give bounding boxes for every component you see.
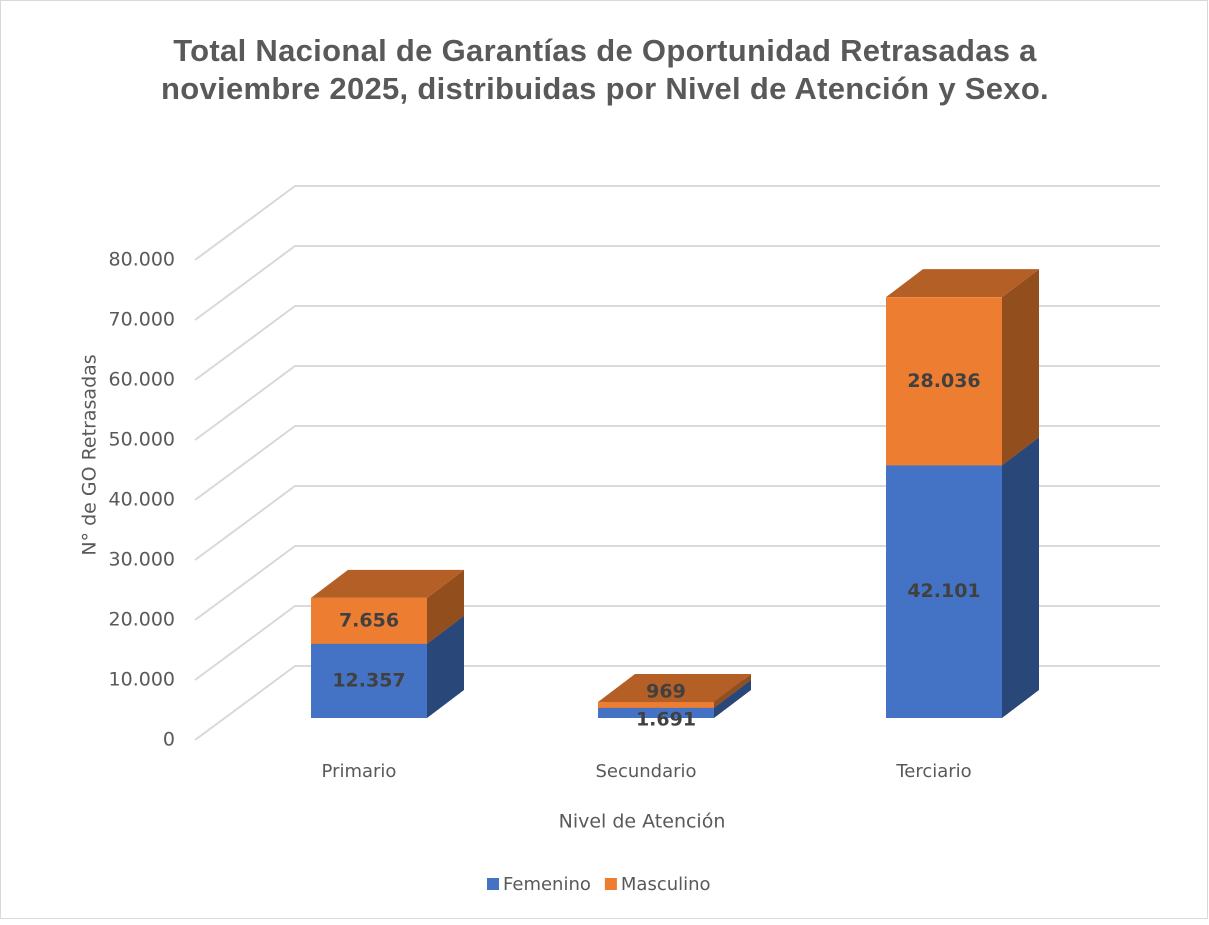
grid-line bbox=[194, 245, 1160, 321]
y-tick-label: 30.000 bbox=[109, 549, 175, 571]
grid-line bbox=[194, 545, 1160, 621]
bar-side bbox=[714, 679, 751, 718]
data-label: 7.656 bbox=[339, 609, 399, 631]
legend-label: Masculino bbox=[621, 874, 711, 895]
bar-top bbox=[886, 269, 1039, 298]
y-tick-label: 50.000 bbox=[109, 429, 175, 451]
grid-line bbox=[194, 425, 1160, 501]
grid-line bbox=[194, 485, 1160, 561]
y-tick-label: 80.000 bbox=[109, 249, 175, 271]
data-label: 969 bbox=[646, 681, 686, 703]
x-tick-label: Secundario bbox=[595, 761, 696, 782]
bar bbox=[311, 643, 427, 718]
data-label: 42.101 bbox=[907, 580, 980, 602]
y-tick-label: 0 bbox=[163, 729, 175, 751]
bar bbox=[598, 707, 714, 718]
y-tick-label: 70.000 bbox=[109, 309, 175, 331]
data-label: 12.357 bbox=[332, 669, 405, 691]
bar-top bbox=[311, 569, 464, 598]
legend-label: Femenino bbox=[503, 874, 591, 895]
bar-side bbox=[427, 615, 464, 718]
y-tick-label: 40.000 bbox=[109, 489, 175, 511]
bar-side bbox=[1002, 437, 1039, 718]
x-axis-label: Nivel de Atención bbox=[559, 811, 726, 833]
bar-side bbox=[1002, 269, 1039, 466]
legend-swatch bbox=[604, 878, 617, 890]
x-tick-label: Terciario bbox=[895, 761, 971, 782]
bar bbox=[886, 297, 1002, 466]
legend-swatch bbox=[487, 878, 499, 890]
bar bbox=[598, 702, 714, 708]
data-label: 28.036 bbox=[907, 370, 980, 392]
grid-line bbox=[194, 365, 1160, 441]
bar-side bbox=[427, 569, 464, 644]
bar-side bbox=[714, 674, 751, 708]
grid-line bbox=[194, 305, 1160, 381]
y-tick-label: 20.000 bbox=[109, 609, 175, 631]
chart-title: Total Nacional de Garantías de Oportunid… bbox=[161, 33, 1049, 106]
bar-top bbox=[598, 674, 751, 703]
data-label: 1.691 bbox=[636, 709, 696, 731]
grid-line bbox=[194, 185, 1160, 261]
bar bbox=[311, 597, 427, 644]
bar bbox=[886, 465, 1002, 718]
y-tick-label: 10.000 bbox=[109, 669, 175, 691]
grid-line bbox=[194, 665, 1160, 741]
x-tick-label: Primario bbox=[322, 761, 397, 782]
grid-line bbox=[194, 605, 1160, 681]
y-axis-label: N° de GO Retrasadas bbox=[79, 354, 101, 555]
y-tick-label: 60.000 bbox=[109, 369, 175, 391]
